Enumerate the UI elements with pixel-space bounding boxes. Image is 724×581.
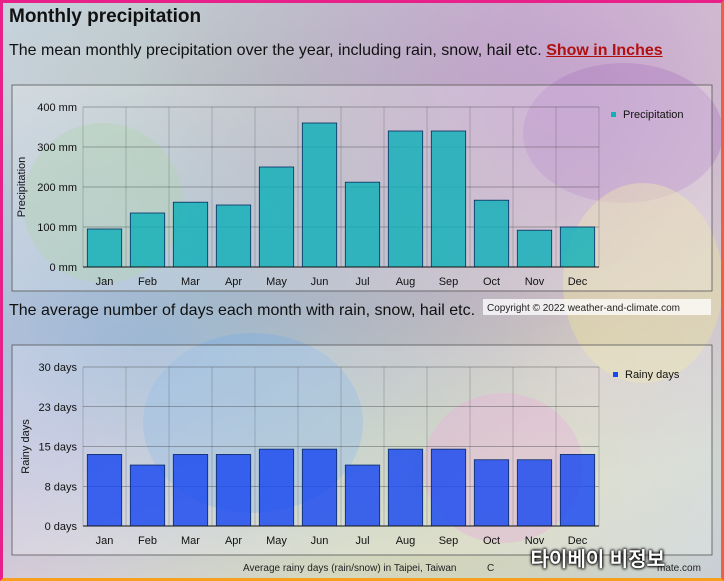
legend-swatch xyxy=(613,372,618,377)
x-tick-label: Feb xyxy=(138,276,157,288)
background-blob xyxy=(563,183,721,383)
bar-jul xyxy=(344,464,381,527)
background-blob xyxy=(523,63,721,203)
rainy-days-subtitle: The average number of days each month wi… xyxy=(9,302,476,319)
x-tick-label: May xyxy=(266,535,287,547)
bar-aug xyxy=(387,448,424,527)
bar-jan xyxy=(86,228,123,268)
x-tick-label: Jul xyxy=(355,535,369,547)
x-tick-label: Apr xyxy=(225,535,242,547)
x-tick-label: Aug xyxy=(396,276,416,288)
y-axis-label: Precipitation xyxy=(16,157,28,218)
y-tick-label: 200 mm xyxy=(37,182,77,194)
page-title: Monthly precipitation xyxy=(9,6,202,27)
bar-aug xyxy=(387,130,424,268)
y-tick-label: 0 mm xyxy=(50,262,78,274)
x-tick-label: Nov xyxy=(525,276,545,288)
y-tick-label: 400 mm xyxy=(37,102,77,114)
bar-oct xyxy=(473,459,510,527)
x-tick-label: Mar xyxy=(181,535,200,547)
x-tick-label: Jan xyxy=(96,535,114,547)
x-tick-label: Oct xyxy=(483,276,500,288)
y-tick-label: 23 days xyxy=(38,402,77,414)
copyright-text: Copyright © 2022 weather-and-climate.com xyxy=(487,303,680,314)
x-tick-label: Aug xyxy=(396,535,416,547)
y-tick-label: 100 mm xyxy=(37,222,77,234)
bar-apr xyxy=(215,454,252,527)
x-tick-label: May xyxy=(266,276,287,288)
x-tick-label: Oct xyxy=(483,535,500,547)
x-tick-label: Feb xyxy=(138,535,157,547)
y-tick-label: 30 days xyxy=(38,362,77,374)
x-tick-label: Jul xyxy=(355,276,369,288)
bar-dec xyxy=(559,454,596,527)
bar-mar xyxy=(172,454,209,527)
bar-jul xyxy=(344,181,381,268)
subtitle-text: The mean monthly precipitation over the … xyxy=(9,42,542,59)
bar-jun xyxy=(301,448,338,527)
y-tick-label: 8 days xyxy=(45,481,78,493)
bar-jun xyxy=(301,122,338,268)
x-tick-label: Mar xyxy=(181,276,200,288)
bar-feb xyxy=(129,464,166,527)
legend-swatch xyxy=(611,112,616,117)
bar-mar xyxy=(172,201,209,268)
bar-may xyxy=(258,166,295,268)
x-tick-label: Jun xyxy=(311,276,329,288)
x-tick-label: Sep xyxy=(439,535,459,547)
page-subtitle: The mean monthly precipitation over the … xyxy=(9,42,663,60)
copyright-bg xyxy=(483,299,711,315)
show-in-inches-link[interactable]: Show in Inches xyxy=(546,42,663,59)
y-axis-label: Rainy days xyxy=(20,419,32,474)
overlay-korean-text: 타이베이 비정보 xyxy=(530,549,665,571)
rainy-days-chart: 0 days 8 days 15 days 23 days 30 days Jan Feb M… xyxy=(11,344,713,556)
bar-jan xyxy=(86,454,123,527)
bar-oct xyxy=(473,199,510,268)
bar-sep xyxy=(430,448,467,527)
bar-feb xyxy=(129,212,166,268)
x-tick-label: Apr xyxy=(225,276,242,288)
x-tick-label: Nov xyxy=(525,535,545,547)
legend-label: Precipitation xyxy=(623,109,684,121)
bottom-caption-tail: C xyxy=(487,563,494,574)
x-tick-label: Jun xyxy=(311,535,329,547)
bottom-caption: Average rainy days (rain/snow) in Taipei… xyxy=(243,563,456,574)
x-tick-label: Sep xyxy=(439,276,459,288)
y-tick-label: 0 days xyxy=(45,521,78,533)
y-tick-label: 15 days xyxy=(38,442,77,454)
y-tick-label: 300 mm xyxy=(37,142,77,154)
bar-nov xyxy=(516,229,553,268)
text-layer: Copyright © 2022 weather-and-climate.com… xyxy=(243,299,711,574)
precipitation-chart: 0 mm 100 mm 200 mm 300 mm 400 mm Jan Feb Mar Apr… xyxy=(11,84,713,292)
x-tick-label: Dec xyxy=(568,535,588,547)
x-tick-label: Jan xyxy=(96,276,114,288)
bottom-caption-site: mate.com xyxy=(657,563,701,574)
bar-may xyxy=(258,448,295,527)
x-tick-label: Dec xyxy=(568,276,588,288)
bar-nov xyxy=(516,459,553,527)
legend-label: Rainy days xyxy=(625,369,680,381)
